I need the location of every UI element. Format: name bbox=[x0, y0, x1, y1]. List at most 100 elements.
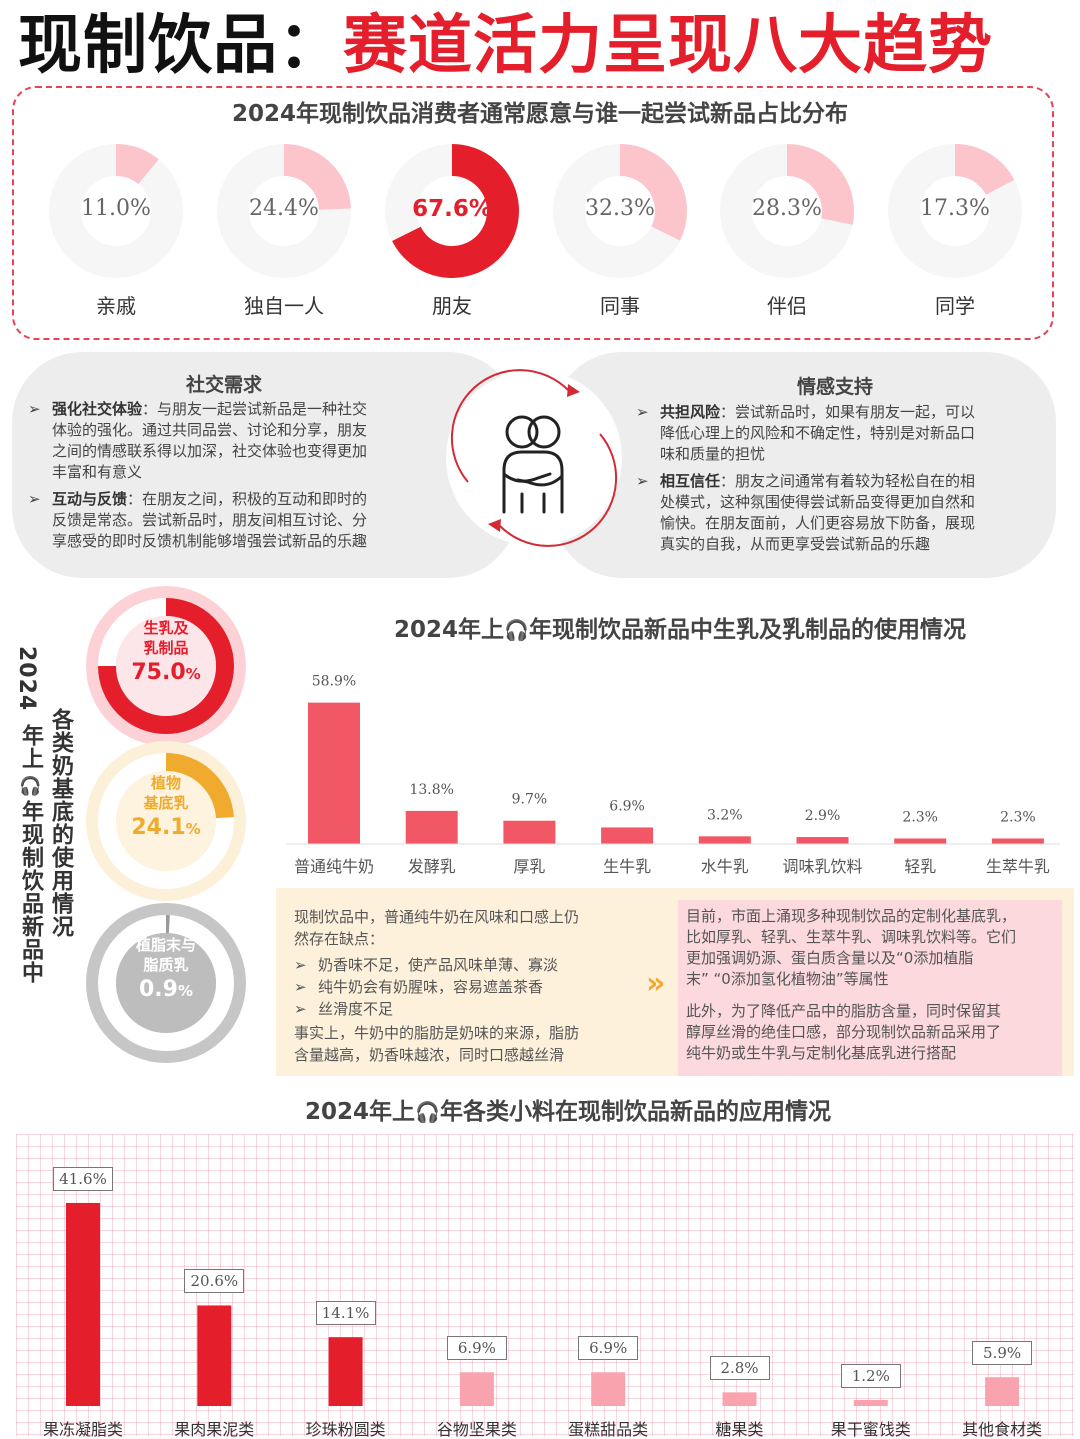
topping-bar-value: 41.6% bbox=[53, 1166, 113, 1191]
milk-base-vertical-title-new: 年现制饮品新品中 bbox=[18, 800, 43, 984]
milk-bar bbox=[601, 827, 654, 844]
bullet-line: 味和质量的担忧 bbox=[660, 444, 1048, 465]
bullet-line: 强化社交体验：与朋友一起尝试新品是一种社交 bbox=[52, 399, 428, 420]
donut-slice bbox=[392, 144, 519, 278]
companion-donut-charts bbox=[49, 144, 1022, 278]
donut-slice bbox=[786, 144, 854, 225]
bullet-heading: 共担风险 bbox=[660, 403, 721, 421]
milk-bar bbox=[405, 810, 458, 844]
notes-right-line: 醇厚丝滑的绝佳口感，部分现制饮品新品采用了 bbox=[686, 1023, 1002, 1041]
bullet-arrow-icon: ➢ bbox=[28, 490, 41, 508]
milk-bar bbox=[503, 820, 556, 844]
bullet-arrow-icon: ➢ bbox=[636, 403, 649, 421]
social-needs-panel bbox=[12, 352, 518, 578]
milk-donut-slice bbox=[98, 598, 234, 734]
milk-bar bbox=[308, 702, 360, 844]
donut-value: 67.6% bbox=[412, 196, 492, 222]
bullet-line: 处模式，这种氛围使得尝试新品变得更加自然和 bbox=[660, 492, 1048, 513]
milk-base-vertical-title-half: 年上 bbox=[18, 724, 43, 770]
emotion-bullet: ➢ 相互信任：朋友之间通常有着较为轻松自在的相 处模式，这种氛围使得尝试新品变得更加… bbox=[636, 471, 1048, 555]
bullet-text: 在朋友之间，积极的互动和即时的 bbox=[142, 490, 368, 508]
milk-donut-value: 24.1% bbox=[106, 815, 226, 840]
topping-bar-value: 2.8% bbox=[709, 1356, 770, 1381]
bullet-text: 反馈是常态。尝试新品时，朋友间相互讨论、分 bbox=[52, 511, 368, 529]
topping-bar-value: 6.9% bbox=[578, 1336, 639, 1361]
milk-bar bbox=[894, 838, 947, 844]
topping-bar bbox=[591, 1372, 626, 1406]
milk-donut-value-unit: % bbox=[177, 982, 193, 1000]
notes-bullet: 丝滑度不足 bbox=[318, 1000, 394, 1018]
topping-bar-category: 谷物坚果类 bbox=[436, 1420, 517, 1439]
notes-intro-line1: 现制饮品中，普通纯牛奶在风味和口感上仍 bbox=[294, 908, 580, 926]
milk-bar bbox=[991, 838, 1044, 844]
notes-bullet: 奶香味不足，使产品风味单薄、寡淡 bbox=[318, 956, 559, 974]
notes-right-line: 此外，为了降低产品中的脂肪含量，同时保留其 bbox=[686, 1002, 1002, 1020]
bullet-text: 与朋友一起尝试新品是一种社交 bbox=[157, 400, 368, 418]
milk-donut-value-number: 24.1 bbox=[131, 815, 186, 840]
bullet-line: 互动与反馈：在朋友之间，积极的互动和即时的 bbox=[52, 489, 428, 510]
topping-bar bbox=[66, 1202, 100, 1406]
topping-bar bbox=[197, 1305, 232, 1406]
milk-bar-category: 轻乳 bbox=[904, 857, 936, 876]
bullet-text: 愉快。在朋友面前，人们更容易放下防备，展现 bbox=[660, 514, 976, 532]
milk-bar bbox=[698, 836, 751, 844]
bullet-line: 相互信任：朋友之间通常有着较为轻松自在的相 bbox=[660, 471, 1048, 492]
emotional-support-title: 情感支持 bbox=[796, 376, 873, 398]
topping-bar bbox=[328, 1337, 363, 1406]
donut-value: 24.4% bbox=[249, 196, 319, 221]
topping-bar-value: 20.6% bbox=[184, 1269, 245, 1294]
topping-bar-category: 其他食材类 bbox=[962, 1420, 1043, 1439]
bullet-text: 真实的自我，从而更享受尝试新品的乐趣 bbox=[660, 535, 931, 553]
milk-donut-value-unit: % bbox=[185, 665, 201, 683]
milk-bar-category: 水牛乳 bbox=[701, 857, 749, 876]
milk-bar-category: 普通纯牛奶 bbox=[294, 857, 374, 876]
notes-right-line: 比如厚乳、轻乳、生萃牛乳、调味乳饮料等。它们 bbox=[686, 928, 1017, 946]
headphone-glyph-vertical: 🎧 bbox=[19, 776, 42, 797]
topping-bar-value: 14.1% bbox=[315, 1301, 376, 1326]
social-bullet: ➢ 强化社交体验：与朋友一起尝试新品是一种社交 体验的强化。通过共同品尝、讨论和分享… bbox=[28, 399, 428, 483]
donut-label: 伴侣 bbox=[767, 294, 807, 318]
donut-value: 28.3% bbox=[752, 196, 822, 221]
milk-notes-highlight bbox=[678, 900, 1062, 1076]
bullet-separator: ： bbox=[720, 472, 736, 490]
milk-base-vertical-title-year: 2024 bbox=[14, 646, 39, 712]
topping-bar-category: 果肉果泥类 bbox=[174, 1420, 255, 1439]
topping-bar-category: 果冻凝脂类 bbox=[42, 1420, 123, 1439]
bullet-separator: ： bbox=[127, 490, 143, 508]
bullet-text: 享感受的即时反馈机制能够增强尝试新品的乐趣 bbox=[52, 532, 368, 550]
topping-bar-category: 珍珠粉圆类 bbox=[305, 1420, 386, 1439]
milk-donut-label-line1: 植脂末与 bbox=[135, 936, 196, 954]
milk-products-bar-chart: 58.9% 普通纯牛奶 13.8% 发酵乳 9.7% 厚乳 6.9% 生牛乳 3.2% 水牛乳 2.… bbox=[286, 674, 1060, 876]
milk-bar-value: 9.7% bbox=[512, 792, 548, 808]
donut-label: 同事 bbox=[600, 294, 640, 318]
milk-donut-label-line2: 基底乳 bbox=[143, 794, 189, 812]
donut-label: 独自一人 bbox=[244, 294, 324, 318]
milk-donut-value-unit: % bbox=[185, 820, 201, 838]
bullet-text: 味和质量的担忧 bbox=[660, 445, 766, 463]
milk-donut-value: 75.0% bbox=[106, 660, 226, 685]
bullet-line: 共担风险：尝试新品时，如果有朋友一起，可以 bbox=[660, 402, 1048, 423]
toppings-chart-title: 2024年上🎧年各类小料在现制饮品新品的应用情况 bbox=[305, 1099, 831, 1125]
companion-section-frame bbox=[12, 86, 1054, 340]
bullet-arrow-icon: ➢ bbox=[28, 400, 41, 418]
milk-donut-label-line1: 植物 bbox=[150, 774, 181, 792]
milk-bar-value: 2.9% bbox=[805, 808, 841, 824]
bullet-arrow-icon: ➢ bbox=[636, 472, 649, 490]
bullet-arrow-icon: ➢ bbox=[294, 978, 307, 996]
topping-bar bbox=[722, 1392, 757, 1406]
notes-outro-line1: 事实上，牛奶中的脂肪是奶味的来源，脂肪 bbox=[294, 1024, 580, 1042]
milk-donut-slice bbox=[165, 753, 234, 819]
milk-donut-label-line1: 生乳及 bbox=[143, 619, 189, 637]
emotional-support-panel bbox=[552, 352, 1056, 578]
notes-right-line: 纯牛奶或生牛乳与定制化基底乳进行搭配 bbox=[686, 1044, 957, 1062]
milk-bar-value: 58.9% bbox=[312, 674, 356, 690]
milk-donut-label-line2: 脂质乳 bbox=[143, 956, 189, 974]
bullet-text: 朋友之间通常有着较为轻松自在的相 bbox=[735, 472, 976, 490]
donut-value: 32.3% bbox=[585, 196, 655, 221]
cycle-arrows bbox=[450, 369, 618, 547]
milk-donut-inner bbox=[116, 616, 216, 716]
milk-bar-category: 调味乳饮料 bbox=[782, 857, 862, 876]
milk-bar-value: 2.3% bbox=[902, 809, 938, 825]
companion-chart-title: 2024年现制饮品消费者通常愿意与谁一起尝试新品占比分布 bbox=[231, 101, 848, 127]
notes-intro-line2: 然存在缺点： bbox=[294, 930, 385, 948]
